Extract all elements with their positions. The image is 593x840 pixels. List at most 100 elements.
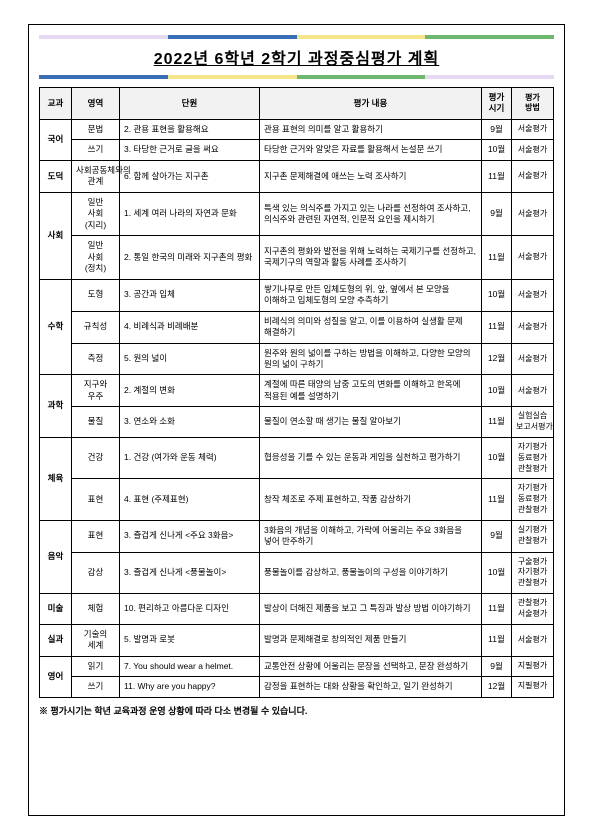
table-row: 표현4. 표현 (주제표현)창작 체조로 주제 표현하고, 작품 감상하기11월…: [40, 479, 554, 520]
cell-desc: 타당한 근거와 알맞은 자료를 활용해서 논설문 쓰기: [260, 140, 482, 160]
cell-area: 일반 사회 (정치): [72, 236, 120, 279]
cell-time: 11월: [482, 160, 512, 192]
cell-area: 도형: [72, 279, 120, 311]
cell-desc: 지구촌 문제해결에 애쓰는 노력 조사하기: [260, 160, 482, 192]
cell-area: 쓰기: [72, 677, 120, 697]
page-title: 2022년 6학년 2학기 과정중심평가 계획: [39, 39, 554, 75]
cell-desc: 풍물놀이를 감상하고, 풍물놀이의 구성을 이야기하기: [260, 552, 482, 593]
cell-time: 10월: [482, 375, 512, 407]
cell-method: 관찰평가 서술평가: [512, 594, 554, 625]
cell-area: 건강: [72, 437, 120, 478]
title-top-bar: [39, 35, 554, 39]
th-time: 평가 시기: [482, 88, 512, 120]
table-body: 국어문법2. 관용 표현을 활용해요관용 표현의 의미를 알고 활용하기9월서술…: [40, 119, 554, 697]
cell-method: 실험실습 보고서평가: [512, 407, 554, 438]
cell-method: 실기평가 관찰평가: [512, 520, 554, 552]
cell-time: 10월: [482, 437, 512, 478]
table-row: 과학지구와 우주2. 계절의 변화계절에 따른 태양의 남중 고도의 변화를 이…: [40, 375, 554, 407]
cell-time: 10월: [482, 279, 512, 311]
cell-method: 서술평가: [512, 624, 554, 656]
cell-time: 9월: [482, 520, 512, 552]
cell-subject: 수학: [40, 279, 72, 375]
page-frame: 2022년 6학년 2학기 과정중심평가 계획 교과 영역 단원 평가 내용 평…: [28, 24, 565, 816]
cell-area: 읽기: [72, 656, 120, 676]
cell-unit: 1. 세계 여러 나라의 자연과 문화: [120, 192, 260, 235]
cell-area: 사회공동체와의 관계: [72, 160, 120, 192]
bar-seg-3: [297, 35, 426, 39]
bar-seg-3b: [297, 75, 426, 79]
cell-area: 표현: [72, 520, 120, 552]
cell-method: 서술평가: [512, 192, 554, 235]
cell-area: 표현: [72, 479, 120, 520]
cell-desc: 관용 표현의 의미를 알고 활용하기: [260, 119, 482, 139]
table-row: 영어읽기7. You should wear a helmet.교통안전 상황에…: [40, 656, 554, 676]
table-row: 쓰기3. 타당한 근거로 글을 써요타당한 근거와 알맞은 자료를 활용해서 논…: [40, 140, 554, 160]
cell-unit: 5. 원의 넓이: [120, 343, 260, 375]
table-row: 사회일반 사회 (지리)1. 세계 여러 나라의 자연과 문화특색 있는 의식주…: [40, 192, 554, 235]
title-bottom-bar: [39, 75, 554, 79]
cell-time: 9월: [482, 119, 512, 139]
cell-subject: 과학: [40, 375, 72, 438]
table-row: 도덕사회공동체와의 관계6. 함께 살아가는 지구촌지구촌 문제해결에 애쓰는 …: [40, 160, 554, 192]
cell-method: 서술평가: [512, 160, 554, 192]
table-row: 미술체험10. 편리하고 아름다운 디자인발상이 더해진 제품을 보고 그 특징…: [40, 594, 554, 625]
cell-method: 지필평가: [512, 656, 554, 676]
cell-subject: 음악: [40, 520, 72, 593]
cell-area: 규칙성: [72, 311, 120, 343]
cell-unit: 3. 즐겁게 신나게 <주요 3화음>: [120, 520, 260, 552]
table-row: 음악표현3. 즐겁게 신나게 <주요 3화음>3화음의 개념을 이해하고, 가락…: [40, 520, 554, 552]
cell-desc: 쌓기나무로 만든 입체도형의 위, 앞, 옆에서 본 모양을 이해하고 입체도형…: [260, 279, 482, 311]
cell-time: 9월: [482, 192, 512, 235]
bar-seg-1b: [39, 75, 168, 79]
table-row: 국어문법2. 관용 표현을 활용해요관용 표현의 의미를 알고 활용하기9월서술…: [40, 119, 554, 139]
cell-area: 기술의 세계: [72, 624, 120, 656]
cell-area: 지구와 우주: [72, 375, 120, 407]
table-row: 쓰기11. Why are you happy?감정을 표현하는 대화 상황을 …: [40, 677, 554, 697]
cell-time: 11월: [482, 594, 512, 625]
table-row: 실과기술의 세계5. 발명과 로봇발명과 문제해결로 창의적인 제품 만들기11…: [40, 624, 554, 656]
th-desc: 평가 내용: [260, 88, 482, 120]
cell-method: 자기평가 동료평가 관찰평가: [512, 479, 554, 520]
cell-method: 서술평가: [512, 236, 554, 279]
cell-unit: 3. 타당한 근거로 글을 써요: [120, 140, 260, 160]
cell-unit: 3. 공간과 입체: [120, 279, 260, 311]
cell-time: 11월: [482, 479, 512, 520]
table-header-row: 교과 영역 단원 평가 내용 평가 시기 평가 방법: [40, 88, 554, 120]
cell-desc: 발명과 문제해결로 창의적인 제품 만들기: [260, 624, 482, 656]
table-row: 측정5. 원의 넓이원주와 원의 넓이를 구하는 방법을 이해하고, 다양한 모…: [40, 343, 554, 375]
cell-method: 서술평가: [512, 279, 554, 311]
cell-method: 서술평가: [512, 119, 554, 139]
cell-desc: 3화음의 개념을 이해하고, 가락에 어울리는 주요 3화음을 넣어 반주하기: [260, 520, 482, 552]
cell-desc: 감정을 표현하는 대화 상황을 확인하고, 일기 완성하기: [260, 677, 482, 697]
cell-desc: 교통안전 상황에 어울리는 문장을 선택하고, 문장 완성하기: [260, 656, 482, 676]
cell-method: 서술평가: [512, 140, 554, 160]
cell-time: 9월: [482, 656, 512, 676]
table-row: 감상3. 즐겁게 신나게 <풍물놀이>풍물놀이를 감상하고, 풍물놀이의 구성을…: [40, 552, 554, 593]
cell-time: 11월: [482, 236, 512, 279]
cell-subject: 영어: [40, 656, 72, 697]
table-row: 체육건강1. 건강 (여가와 운동 체력)협응성을 기를 수 있는 운동과 게임…: [40, 437, 554, 478]
cell-area: 물질: [72, 407, 120, 438]
table-row: 물질3. 연소와 소화물질이 연소할 때 생기는 물질 알아보기11월실험실습 …: [40, 407, 554, 438]
cell-time: 10월: [482, 552, 512, 593]
bar-seg-4: [425, 35, 554, 39]
th-subject: 교과: [40, 88, 72, 120]
cell-desc: 물질이 연소할 때 생기는 물질 알아보기: [260, 407, 482, 438]
cell-desc: 협응성을 기를 수 있는 운동과 게임을 실천하고 평가하기: [260, 437, 482, 478]
cell-desc: 발상이 더해진 제품을 보고 그 특징과 발상 방법 이야기하기: [260, 594, 482, 625]
th-method: 평가 방법: [512, 88, 554, 120]
cell-unit: 1. 건강 (여가와 운동 체력): [120, 437, 260, 478]
cell-method: 서술평가: [512, 311, 554, 343]
cell-time: 11월: [482, 407, 512, 438]
cell-subject: 체육: [40, 437, 72, 520]
cell-time: 12월: [482, 343, 512, 375]
cell-unit: 3. 연소와 소화: [120, 407, 260, 438]
bar-seg-2b: [168, 75, 297, 79]
cell-desc: 원주와 원의 넓이를 구하는 방법을 이해하고, 다양한 모양의 원의 넓이 구…: [260, 343, 482, 375]
cell-unit: 4. 비례식과 비례배분: [120, 311, 260, 343]
bar-seg-1: [39, 35, 168, 39]
cell-time: 12월: [482, 677, 512, 697]
cell-subject: 미술: [40, 594, 72, 625]
cell-area: 감상: [72, 552, 120, 593]
cell-unit: 5. 발명과 로봇: [120, 624, 260, 656]
